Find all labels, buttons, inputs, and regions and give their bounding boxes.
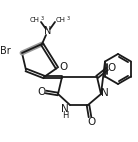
Text: O: O <box>108 63 116 73</box>
Text: CH: CH <box>56 17 66 23</box>
Text: O: O <box>87 117 95 127</box>
Text: CH: CH <box>30 17 40 23</box>
Text: 3: 3 <box>66 16 70 21</box>
Text: N: N <box>44 26 52 36</box>
Text: Br: Br <box>0 46 11 56</box>
Text: N: N <box>61 104 69 114</box>
Text: H: H <box>62 111 68 121</box>
Text: N: N <box>101 88 109 98</box>
Text: O: O <box>37 87 45 97</box>
Text: O: O <box>59 62 67 72</box>
Text: 3: 3 <box>40 16 44 21</box>
